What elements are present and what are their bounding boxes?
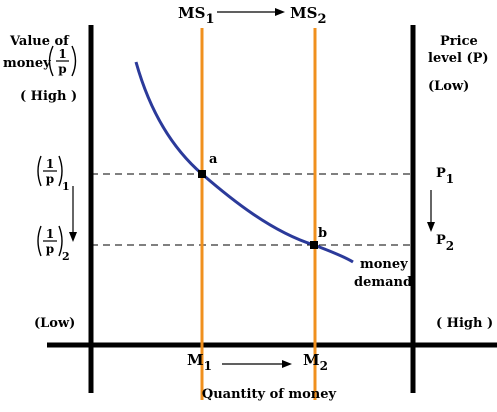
value-level-2-label: 1 p 2: [37, 225, 70, 263]
value-level-1-numerator: 1: [46, 157, 54, 171]
point-a-label: a: [209, 152, 218, 167]
ms2-label: MS2: [290, 4, 326, 27]
left-axis-title-line1: Value of: [9, 34, 70, 49]
value-level-2-denominator: p: [46, 242, 54, 256]
m1-subscript: 1: [204, 359, 212, 373]
left-low-label: (Low): [34, 316, 75, 331]
ms1-base: MS: [178, 4, 205, 22]
price-level-2-subscript: 2: [446, 239, 454, 253]
left-axis-fraction: 1 p: [48, 45, 77, 77]
price-increase-arrow-head: [427, 222, 435, 232]
m2-label: M2: [303, 351, 328, 373]
value-level-2-subscript: 2: [62, 250, 70, 263]
price-level-2-label: P2: [436, 233, 454, 253]
m1-base: M: [187, 351, 204, 369]
right-axis-title-line1: Price: [440, 34, 478, 49]
left-high-label: ( High ): [20, 89, 77, 104]
price-level-1-subscript: 1: [446, 172, 454, 186]
m2-base: M: [303, 351, 320, 369]
ms2-subscript: 2: [317, 12, 326, 27]
ms1-subscript: 1: [205, 12, 214, 27]
x-axis-title: Quantity of money: [202, 387, 337, 402]
left-axis-fraction-numerator: 1: [58, 47, 66, 61]
value-level-1-subscript: 1: [62, 180, 70, 193]
ms-shift-arrow-head: [275, 8, 285, 16]
right-axis-title-line2: level (P): [428, 51, 489, 66]
ms1-label: MS1: [178, 4, 214, 27]
money-demand-curve: [134, 61, 354, 264]
point-b-label: b: [318, 226, 327, 241]
price-level-1-base: P: [436, 166, 446, 181]
value-level-1-label: 1 p 1: [37, 155, 70, 193]
left-axis-fraction-denominator: p: [58, 62, 66, 76]
equilibrium-point-a: [198, 170, 206, 178]
right-high-label: ( High ): [436, 316, 493, 331]
value-level-1-denominator: p: [46, 172, 54, 186]
m1-label: M1: [187, 351, 212, 373]
price-level-2-base: P: [436, 233, 446, 248]
price-level-1-label: P1: [436, 166, 454, 186]
ms2-base: MS: [290, 4, 317, 22]
equilibrium-point-b: [310, 241, 318, 249]
right-low-label: (Low): [428, 79, 469, 94]
left-axis-title-line2: money: [3, 56, 51, 71]
m-shift-arrow-head: [282, 360, 292, 368]
value-level-2-numerator: 1: [46, 227, 54, 241]
value-decrease-arrow-head: [69, 232, 77, 242]
money-demand-label-line2: demand: [354, 275, 412, 290]
money-demand-label-line1: money: [360, 257, 408, 272]
m2-subscript: 2: [320, 359, 328, 373]
